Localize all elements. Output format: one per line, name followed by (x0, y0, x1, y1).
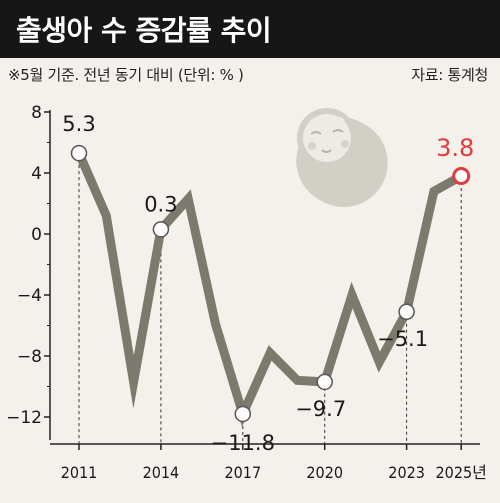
chart-subtitle: ※5월 기준. 전년 동기 대비 (단위: % ) (8, 66, 244, 84)
y-tick-label: −12 (6, 408, 42, 428)
data-point (452, 167, 471, 186)
baby-illustration (296, 108, 388, 207)
source-label: 자료: 통계청 (411, 66, 488, 84)
y-tick-label: −4 (17, 286, 42, 306)
x-tick-label: 2023 (388, 463, 425, 482)
chart-title: 출생아 수 증감률 추이 (0, 0, 500, 58)
data-point (398, 303, 415, 321)
y-tick-label: 0 (31, 225, 42, 245)
x-tick-label: 2025년 (436, 463, 487, 482)
x-tick-label: 2014 (143, 463, 180, 482)
data-label: −5.1 (377, 327, 428, 351)
y-tick-label: 4 (31, 164, 42, 184)
data-label: −9.7 (295, 397, 346, 421)
x-tick-label: 2017 (224, 463, 261, 482)
x-tick-label: 2020 (306, 463, 343, 482)
data-point (70, 144, 88, 162)
x-tick-label: 2011 (61, 463, 98, 482)
data-point (152, 221, 170, 238)
data-point (234, 405, 252, 423)
y-tick-label: −8 (17, 347, 42, 367)
y-tick-label: 8 (31, 103, 42, 123)
data-label: 3.8 (436, 134, 474, 162)
data-point (316, 373, 333, 391)
data-label: 5.3 (62, 112, 95, 136)
series-line (74, 151, 464, 427)
data-label: −11.8 (211, 431, 275, 455)
data-label: 0.3 (144, 192, 177, 216)
